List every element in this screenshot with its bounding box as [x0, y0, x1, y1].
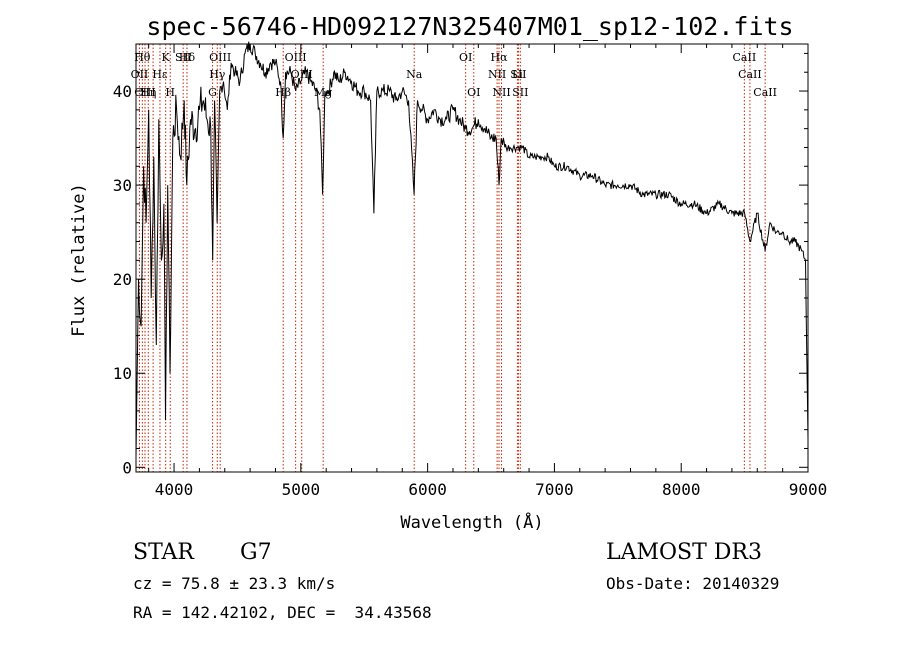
- line-markers: [138, 44, 766, 472]
- line-label: OI: [459, 51, 472, 64]
- line-label: Hγ: [209, 68, 226, 81]
- line-label: Hδ: [179, 51, 196, 64]
- line-label: CaII: [753, 86, 777, 99]
- line-label: OIII: [209, 51, 231, 64]
- line-label: Hα: [490, 51, 508, 64]
- y-axis-label: Flux (relative): [69, 183, 89, 337]
- chart-title: spec-56746-HD092127N325407M01_sp12-102.f…: [146, 12, 793, 41]
- line-label: K: [162, 51, 171, 64]
- line-label: CaII: [733, 51, 757, 64]
- redshift-velocity: cz = 75.8 ± 23.3 km/s: [133, 574, 336, 593]
- line-label: Na: [406, 68, 423, 81]
- line-label: Hθ: [134, 51, 151, 64]
- line-label: SII: [510, 68, 526, 81]
- line-label: CaII: [738, 68, 762, 81]
- object-class: STAR: [133, 540, 194, 565]
- x-tick-label: 5000: [282, 480, 321, 499]
- x-tick-label: 4000: [155, 480, 194, 499]
- line-label: OII: [131, 68, 149, 81]
- x-tick-label: 7000: [535, 480, 574, 499]
- line-label: CIII: [134, 86, 155, 99]
- line-label: Hη: [140, 86, 156, 99]
- survey-name: LAMOST DR3: [606, 540, 762, 565]
- y-tick-label: 30: [113, 176, 132, 195]
- line-label: Li: [512, 68, 523, 81]
- line-label: NII: [492, 86, 510, 99]
- observation-date: Obs-Date: 20140329: [606, 574, 780, 593]
- y-tick-label: 20: [113, 270, 132, 289]
- line-label: Mg: [314, 86, 332, 99]
- x-axis: 4000 5000 6000 7000 8000 9000: [148, 44, 828, 499]
- line-label: Hβ: [275, 86, 291, 99]
- line-label: OIII: [285, 51, 307, 64]
- y-tick-label: 40: [113, 82, 132, 101]
- line-label: Hε: [152, 68, 168, 81]
- coordinates: RA = 142.42102, DEC = 34.43568: [133, 603, 432, 622]
- line-label: G: [208, 86, 217, 99]
- x-tick-label: 6000: [408, 480, 447, 499]
- spectrum-chart: spec-56746-HD092127N325407M01_sp12-102.f…: [69, 12, 828, 533]
- line-label: SII: [512, 86, 528, 99]
- line-label: NII: [488, 68, 506, 81]
- plot-frame: [135, 43, 809, 473]
- x-tick-label: 9000: [789, 480, 828, 499]
- line-label: OI: [467, 86, 480, 99]
- y-tick-label: 0: [122, 458, 132, 477]
- y-tick-label: 10: [113, 364, 132, 383]
- spectrum-line: [136, 41, 808, 458]
- y-axis: 0 10 20 30 40: [113, 52, 808, 477]
- x-tick-label: 8000: [662, 480, 701, 499]
- x-axis-label: Wavelength (Å): [400, 511, 543, 533]
- line-label: H: [165, 86, 175, 99]
- subclass: G7: [240, 540, 272, 565]
- line-label: SII: [175, 51, 191, 64]
